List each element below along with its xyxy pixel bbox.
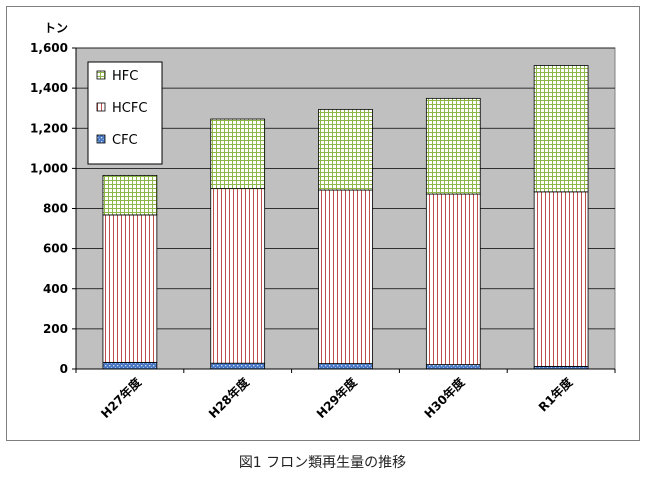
y-tick-label: 1,600 (30, 41, 68, 55)
figure-caption: 図1 フロン類再生量の推移 (238, 455, 407, 471)
bar-segment-hfc (318, 108, 373, 191)
y-unit-label: トン (44, 21, 68, 35)
bar-segment-hcfc (102, 214, 158, 363)
legend-label-cfc: CFC (112, 133, 138, 148)
bar-segment-cfc (210, 362, 266, 370)
y-tick-label: 600 (43, 242, 68, 256)
y-tick-label: 1,000 (30, 161, 68, 175)
chart-frame: トン 0 200 400 600 800 1,000 1,200 1,400 1,600 H27… (6, 6, 640, 471)
bar-segment-hcfc (425, 193, 481, 365)
legend-label-hfc: HFC (112, 69, 138, 84)
legend-swatch-hcfc (96, 102, 106, 112)
bar-segment-cfc (318, 363, 373, 370)
bar-segment-hcfc (533, 191, 589, 367)
bar-segment-hcfc (210, 188, 266, 364)
y-tick-label: 800 (43, 202, 68, 216)
bar-segment-hfc (533, 65, 589, 193)
bar-segment-cfc (102, 361, 158, 370)
bar-segment-hcfc (318, 189, 373, 364)
legend-label-hcfc: HCFC (112, 101, 147, 116)
bar-segment-hfc (102, 174, 158, 216)
bars (102, 65, 589, 370)
legend: HFC HCFC CFC (87, 61, 163, 165)
y-tick-label: 1,400 (30, 81, 68, 95)
bar-segment-hfc (425, 97, 481, 195)
legend-swatch-hfc (96, 70, 106, 80)
y-axis-ticks: 0 200 400 600 800 1,000 1,200 1,400 1,600 (30, 41, 615, 376)
y-tick-label: 0 (60, 362, 68, 376)
y-tick-label: 200 (43, 322, 68, 336)
bar-segment-hfc (210, 118, 266, 190)
bar-segment-cfc (425, 364, 481, 370)
y-tick-label: 400 (43, 282, 68, 296)
y-tick-label: 1,200 (30, 121, 68, 135)
legend-swatch-cfc (96, 134, 106, 144)
